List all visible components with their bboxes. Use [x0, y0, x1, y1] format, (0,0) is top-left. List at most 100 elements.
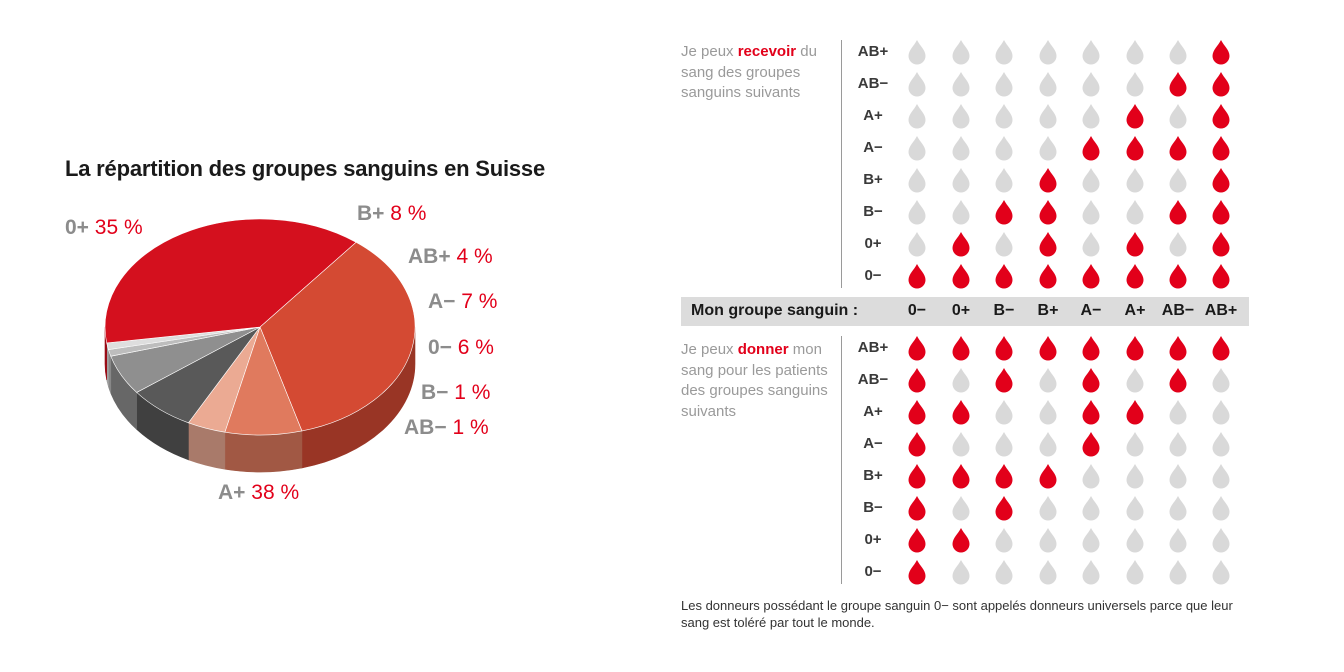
- give-drop-AB+-B+: [1039, 336, 1057, 361]
- receive-drop-0−-AB−: [1169, 264, 1187, 289]
- give-drop-A−-B+: [1039, 432, 1057, 457]
- give-drop-0+-B−: [995, 528, 1013, 553]
- receive-drop-B+-B+: [1039, 168, 1057, 193]
- receive-row-label-7: 0−: [864, 267, 882, 284]
- give-intro-text: Je peux donner mon sang pour les patient…: [681, 340, 831, 422]
- receive-drop-0+-A−: [1082, 232, 1100, 257]
- pie-label-percent: 8 %: [390, 202, 427, 225]
- receive-drop-AB−-0−: [908, 72, 926, 97]
- give-drop-B+-0+: [952, 464, 970, 489]
- blood-group-bar: Mon groupe sanguin :: [681, 297, 1249, 326]
- column-label-5: A+: [1124, 302, 1146, 319]
- give-drop-B−-AB−: [1169, 496, 1187, 521]
- receive-drop-B+-0+: [952, 168, 970, 193]
- pie-label-group: A+: [218, 481, 246, 504]
- pie-slice-A+: [104, 218, 357, 344]
- pie-label-B+: B+ 8 %: [357, 202, 426, 226]
- pie-label-group: 0+: [65, 216, 89, 239]
- column-label-3: B+: [1037, 302, 1059, 319]
- give-drop-B+-B+: [1039, 464, 1057, 489]
- receive-drop-A−-0−: [908, 136, 926, 161]
- receive-drop-0−-AB+: [1212, 264, 1230, 289]
- receive-keyword: recevoir: [737, 43, 797, 60]
- receive-drop-0−-A+: [1126, 264, 1144, 289]
- give-drop-AB−-A−: [1082, 368, 1100, 393]
- receive-drop-AB+-B−: [995, 40, 1013, 65]
- receive-drop-B+-B−: [995, 168, 1013, 193]
- give-drop-0−-A+: [1126, 560, 1144, 585]
- receive-drop-0+-0−: [908, 232, 926, 257]
- column-label-4: A−: [1080, 302, 1102, 319]
- receive-drop-B+-AB+: [1212, 168, 1230, 193]
- receive-drop-AB−-AB−: [1169, 72, 1187, 97]
- receive-drop-B+-A−: [1082, 168, 1100, 193]
- pie-label-AB−: AB− 1 %: [404, 416, 489, 440]
- receive-drop-AB+-A+: [1126, 40, 1144, 65]
- give-drop-AB−-AB−: [1169, 368, 1187, 393]
- receive-drop-A+-0−: [908, 104, 926, 129]
- receive-drop-AB−-A−: [1082, 72, 1100, 97]
- give-drop-0+-0−: [908, 528, 926, 553]
- give-drop-A−-A−: [1082, 432, 1100, 457]
- pie-label-group: B−: [421, 381, 449, 404]
- pie-label-percent: 38 %: [251, 481, 300, 504]
- give-drop-B−-AB+: [1212, 496, 1230, 521]
- give-row-label-5: B−: [863, 499, 883, 516]
- give-drop-AB−-A+: [1126, 368, 1144, 393]
- give-drop-A−-0−: [908, 432, 926, 457]
- receive-drop-B−-A+: [1126, 200, 1144, 225]
- give-drop-B−-0−: [908, 496, 926, 521]
- give-drop-0−-A−: [1082, 560, 1100, 585]
- receive-drop-0+-AB−: [1169, 232, 1187, 257]
- pie-label-percent: 6 %: [457, 336, 494, 359]
- pie-label-percent: 35 %: [94, 216, 143, 239]
- give-drop-A−-B−: [995, 432, 1013, 457]
- give-drop-0−-0−: [908, 560, 926, 585]
- receive-drop-B−-0+: [952, 200, 970, 225]
- give-row-label-1: AB−: [857, 371, 889, 388]
- pie-top-group: [104, 218, 416, 436]
- receive-drop-0+-B−: [995, 232, 1013, 257]
- receive-drop-A−-AB−: [1169, 136, 1187, 161]
- receive-drop-0−-A−: [1082, 264, 1100, 289]
- receive-drop-AB−-AB+: [1212, 72, 1230, 97]
- receive-drop-B+-AB−: [1169, 168, 1187, 193]
- receive-drop-AB+-AB−: [1169, 40, 1187, 65]
- receive-separator: [841, 40, 842, 288]
- receive-row-label-4: B+: [863, 171, 883, 188]
- give-drop-AB+-A−: [1082, 336, 1100, 361]
- receive-drop-A+-A−: [1082, 104, 1100, 129]
- column-label-0: 0−: [907, 302, 927, 319]
- receive-drop-A+-0+: [952, 104, 970, 129]
- give-drop-B+-B−: [995, 464, 1013, 489]
- column-label-1: 0+: [951, 302, 971, 319]
- pie-label-AB+: AB+ 4 %: [408, 245, 493, 269]
- receive-drop-0−-B+: [1039, 264, 1057, 289]
- give-drop-AB−-AB+: [1212, 368, 1230, 393]
- receive-intro-pre: Je peux: [681, 43, 738, 60]
- pie-label-A+: A+ 38 %: [218, 481, 299, 505]
- receive-drop-AB−-0+: [952, 72, 970, 97]
- pie-label-group: AB−: [404, 416, 447, 439]
- give-drop-0+-A−: [1082, 528, 1100, 553]
- receive-drop-0−-0+: [952, 264, 970, 289]
- give-drop-B+-0−: [908, 464, 926, 489]
- pie-label-percent: 7 %: [461, 290, 498, 313]
- give-drop-A+-AB−: [1169, 400, 1187, 425]
- give-drop-B−-0+: [952, 496, 970, 521]
- column-label-2: B−: [993, 302, 1015, 319]
- give-separator: [841, 336, 842, 584]
- give-drop-B−-A+: [1126, 496, 1144, 521]
- pie-label-percent: 1 %: [454, 381, 491, 404]
- pie-label-A−: A− 7 %: [428, 290, 497, 314]
- column-label-7: AB+: [1204, 302, 1238, 319]
- footnote: Les donneurs possédant le groupe sanguin…: [681, 598, 1233, 630]
- give-intro-pre: Je peux: [681, 341, 738, 358]
- give-keyword: donner: [737, 341, 789, 358]
- receive-drop-A−-B+: [1039, 136, 1057, 161]
- receive-drop-B+-A+: [1126, 168, 1144, 193]
- receive-drop-A−-AB+: [1212, 136, 1230, 161]
- receive-drop-A−-A−: [1082, 136, 1100, 161]
- give-drop-A+-A−: [1082, 400, 1100, 425]
- give-row-label-0: AB+: [857, 339, 889, 356]
